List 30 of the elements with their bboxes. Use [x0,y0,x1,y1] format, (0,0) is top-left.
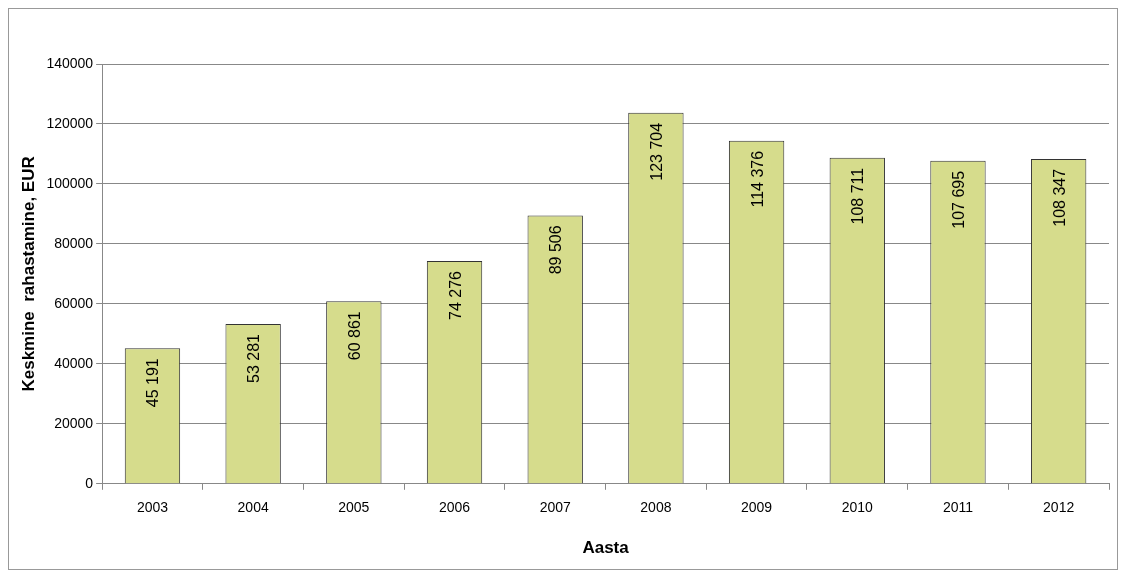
x-tick-label: 2008 [640,499,672,516]
data-label: 123 704 [647,122,665,181]
y-tick-label: 100000 [46,174,94,191]
data-label: 74 276 [446,270,464,321]
data-label: 53 281 [245,333,263,383]
x-tick-label: 2003 [136,499,169,516]
y-tick-label: 120000 [46,114,94,131]
data-label: 45 191 [144,358,162,408]
y-tick-label: 60000 [54,294,94,311]
y-tick-label: 20000 [54,414,94,431]
data-label: 60 861 [345,311,363,361]
x-tick-label: 2012 [1043,499,1075,516]
data-label: 114 376 [748,150,766,208]
y-tick-label: 140000 [46,54,94,71]
y-tick-label: 80000 [54,234,94,251]
x-tick-label: 2010 [841,499,874,516]
x-tick-label: 2007 [539,499,571,516]
data-label: 89 506 [547,225,565,275]
y-tick-label: 0 [85,474,94,491]
data-label: 108 347 [1050,168,1068,227]
x-tick-label: 2009 [741,499,773,516]
x-tick-label: 2004 [237,499,269,516]
data-label: 108 711 [849,167,867,225]
y-axis-title: Keskmine rahastamine, EUR [18,156,38,392]
x-tick-label: 2011 [942,499,974,516]
y-tick-label: 40000 [54,354,94,371]
x-axis-title: Aasta [582,538,630,558]
data-label: 107 695 [949,170,967,229]
x-tick-label: 2005 [338,499,370,516]
x-tick-label: 2006 [438,499,471,516]
